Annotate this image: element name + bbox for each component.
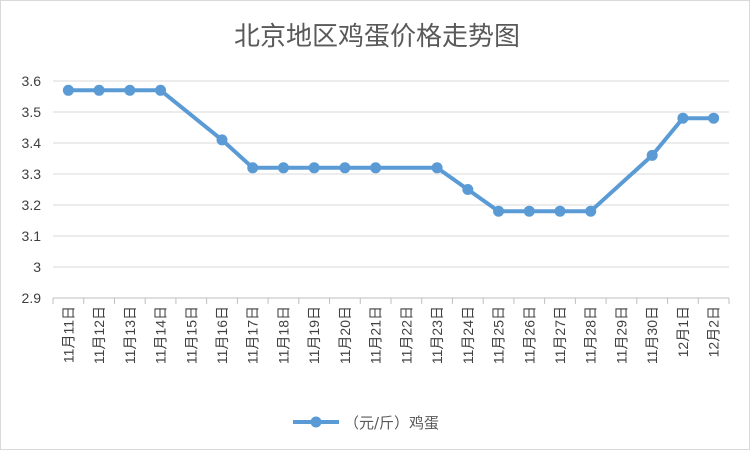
data-point xyxy=(431,162,443,174)
data-point xyxy=(93,84,105,96)
x-tick-label: 11月28日 xyxy=(583,306,599,364)
y-tick-label: 3.5 xyxy=(22,104,42,120)
x-tick-label: 11月29日 xyxy=(613,306,629,364)
y-tick-label: 3 xyxy=(33,259,41,275)
gridlines xyxy=(53,80,729,299)
legend: （元/斤）鸡蛋 xyxy=(293,414,439,432)
y-tick-label: 3.3 xyxy=(22,166,42,182)
data-point xyxy=(339,162,351,174)
x-tick-label: 11月11日 xyxy=(60,306,76,363)
chart-title: 北京地区鸡蛋价格走势图 xyxy=(234,22,520,52)
x-tick-label: 11月15日 xyxy=(183,306,199,364)
x-tick-label: 11月14日 xyxy=(153,306,169,364)
x-tick-label: 11月23日 xyxy=(429,306,445,364)
data-point xyxy=(677,112,689,124)
series-line xyxy=(62,84,720,217)
x-tick-label: 11月21日 xyxy=(368,306,384,364)
x-tick-label: 12月1日 xyxy=(675,306,691,357)
data-point xyxy=(247,162,259,174)
y-tick-label: 2.9 xyxy=(22,290,42,306)
data-point xyxy=(308,162,320,174)
x-tick-label: 11月18日 xyxy=(275,306,291,364)
x-tick-label: 11月13日 xyxy=(122,306,138,364)
x-tick-label: 11月25日 xyxy=(491,306,507,364)
x-tick-label: 11月17日 xyxy=(245,306,261,364)
x-tick-label: 11月26日 xyxy=(521,306,537,364)
x-tick-label: 11月16日 xyxy=(214,306,230,364)
y-axis-ticks: 3.6 3.5 3.4 3.3 3.2 3.1 3 2.9 xyxy=(22,73,42,306)
data-point xyxy=(370,162,382,174)
data-point xyxy=(124,84,136,96)
data-point xyxy=(523,205,535,217)
x-tick-label: 11月30日 xyxy=(644,306,660,364)
y-tick-label: 3.1 xyxy=(22,228,42,244)
x-tick-label: 11月19日 xyxy=(306,306,322,364)
x-tick-label: 12月2日 xyxy=(706,306,722,357)
data-point xyxy=(155,84,167,96)
series-line-path xyxy=(66,88,716,214)
data-point xyxy=(462,184,474,195)
x-tick-label: 11月24日 xyxy=(460,306,476,364)
x-tick-label: 11月20日 xyxy=(337,306,353,364)
data-point xyxy=(708,112,720,124)
data-point xyxy=(646,149,658,161)
data-point xyxy=(62,84,74,96)
y-tick-label: 3.4 xyxy=(22,135,42,151)
data-point xyxy=(216,134,228,146)
x-axis-ticks: 11月11日 11月12日 11月13日 11月14日 11月15日 11月16日 11月1… xyxy=(52,298,730,364)
x-tick-label: 11月27日 xyxy=(552,306,568,364)
y-tick-label: 3.2 xyxy=(22,197,42,213)
data-point xyxy=(493,205,505,217)
legend-label: （元/斤）鸡蛋 xyxy=(344,414,439,432)
legend-marker-swatch xyxy=(310,416,322,428)
x-tick-label: 11月22日 xyxy=(398,306,414,364)
y-tick-label: 3.6 xyxy=(22,73,42,89)
data-point xyxy=(277,162,289,174)
data-point xyxy=(585,205,597,217)
data-point xyxy=(554,205,566,217)
x-tick-label: 11月12日 xyxy=(91,306,107,364)
